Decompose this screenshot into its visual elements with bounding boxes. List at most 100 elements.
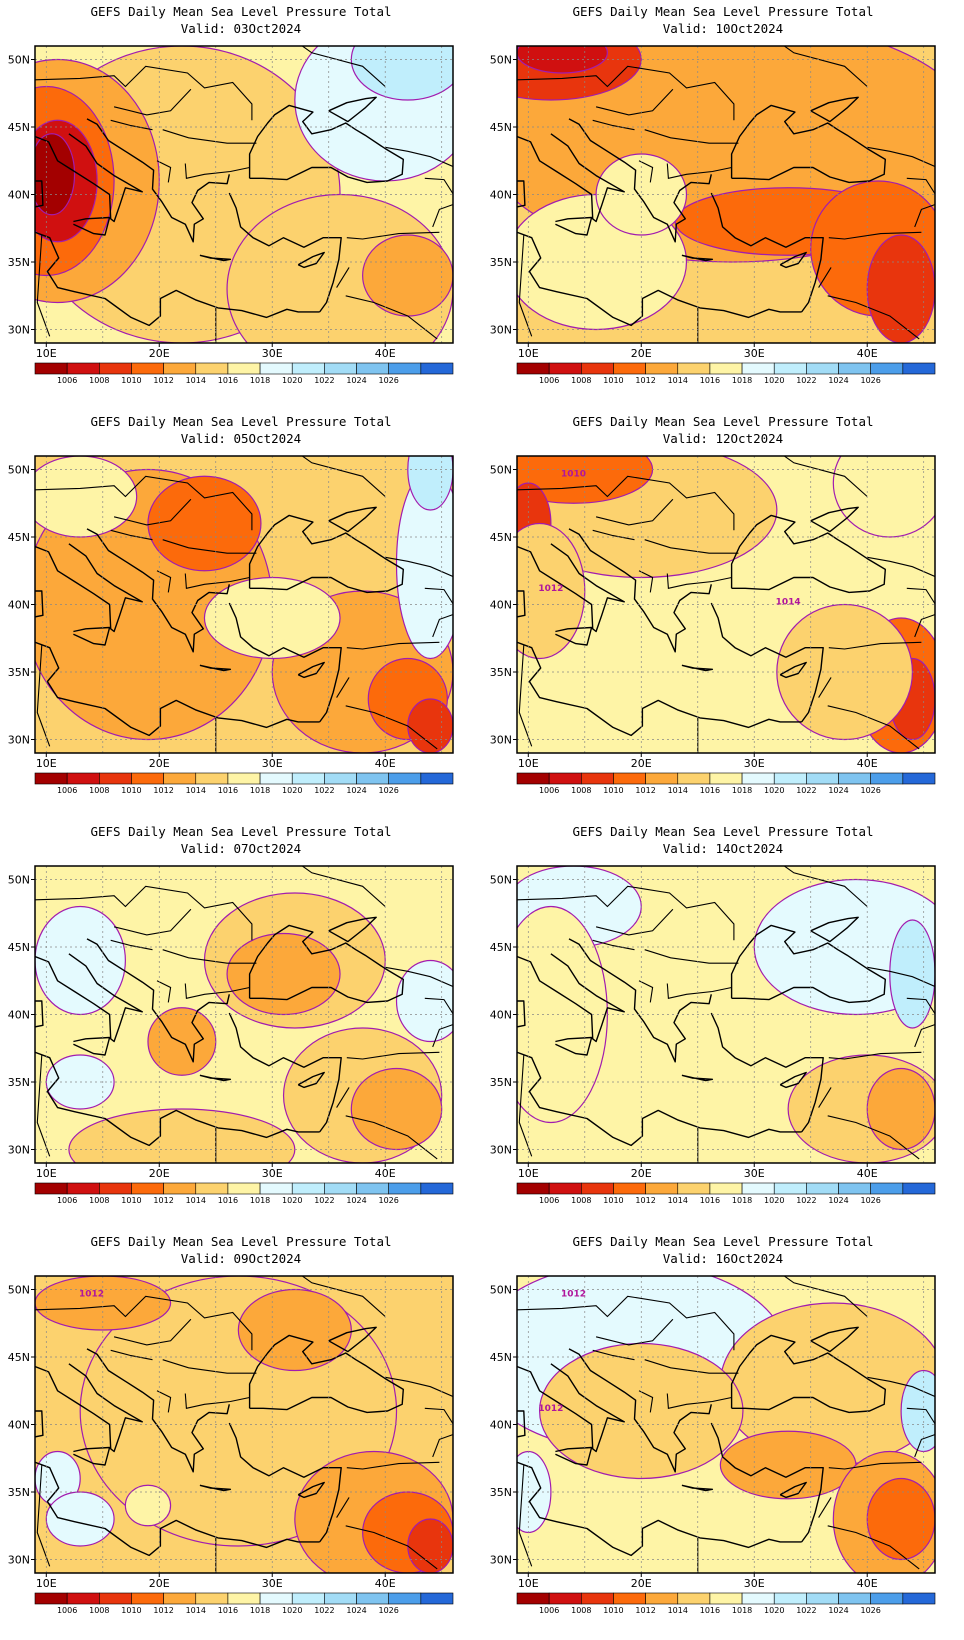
country-border — [36, 1464, 51, 1567]
lon-label: 40E — [857, 757, 878, 770]
color-bar: 1006 1008 1010 1012 1014 1016 1018 1020 1022 1024… — [34, 772, 454, 795]
coastline — [730, 924, 886, 1004]
panel-valid-date: Valid: 03Oct2024 — [180, 21, 302, 36]
color-bar-label: 1024 — [346, 786, 366, 795]
country-border — [518, 1054, 533, 1157]
color-bar-label: 1018 — [732, 376, 752, 385]
color-bar-swatch — [195, 1182, 229, 1195]
country-border — [638, 980, 654, 1003]
color-bar: 1006 1008 1010 1012 1014 1016 1018 1020 1022 1024… — [516, 772, 936, 795]
color-bar-swatch — [516, 1182, 550, 1195]
lon-label: 30E — [744, 757, 765, 770]
coastline — [568, 528, 712, 653]
color-bar-label: 1012 — [153, 1196, 173, 1205]
color-bar-label: 1014 — [668, 786, 688, 795]
country-border — [867, 1376, 935, 1398]
color-bar-swatch — [677, 1592, 711, 1605]
color-bar-swatch — [356, 772, 389, 785]
color-bar-swatch — [806, 1592, 839, 1605]
lat-label: 50N — [8, 464, 30, 477]
color-bar-label: 1012 — [635, 376, 655, 385]
pressure-field: 1012 — [35, 1276, 453, 1573]
country-border — [385, 146, 453, 168]
country-border — [644, 949, 739, 964]
color-bar-swatch — [709, 772, 743, 785]
color-bar-label: 1020 — [764, 786, 784, 795]
country-border — [113, 908, 192, 936]
color-bar-swatch — [356, 1182, 389, 1195]
color-bar-swatch — [870, 1592, 904, 1605]
country-border — [110, 119, 153, 131]
coastline — [297, 1481, 325, 1499]
coastline — [517, 641, 802, 737]
color-bar-swatch — [902, 1592, 936, 1605]
map-panel-09oct: GEFS Daily Mean Sea Level Pressure Total… — [0, 1230, 482, 1640]
country-border — [184, 163, 250, 179]
color-bar-label: 1006 — [539, 1196, 559, 1205]
lon-label: 30E — [262, 347, 283, 360]
color-bar-label: 1008 — [571, 1196, 591, 1205]
color-bar-label: 1020 — [764, 1196, 784, 1205]
country-border — [517, 475, 735, 531]
color-bar-swatch — [66, 1182, 100, 1195]
color-bar-swatch — [66, 362, 100, 375]
color-bar-swatch — [195, 1592, 229, 1605]
country-border — [783, 456, 868, 497]
coastline — [681, 1074, 714, 1082]
color-bar-swatch — [356, 362, 389, 375]
color-bar-label: 1026 — [379, 1606, 399, 1615]
country-border — [385, 966, 453, 988]
panel-title: GEFS Daily Mean Sea Level Pressure Total — [572, 1234, 874, 1249]
color-bar-swatch — [324, 1182, 357, 1195]
coastline — [199, 1074, 232, 1082]
color-bar-swatch — [291, 362, 325, 375]
lat-label: 35N — [8, 666, 30, 679]
coastline — [681, 1484, 714, 1492]
coastline — [73, 1036, 111, 1056]
country-border — [301, 46, 386, 87]
country-border — [595, 498, 674, 526]
coastline — [517, 590, 526, 618]
country-border — [184, 1393, 250, 1409]
color-bar-swatch — [806, 772, 839, 785]
lon-label: 10E — [518, 347, 539, 360]
country-border — [783, 1276, 868, 1317]
color-bar-swatch — [581, 1182, 614, 1195]
pressure-contour — [35, 133, 76, 216]
color-bar-label: 1022 — [796, 1606, 816, 1615]
coastline — [35, 1000, 44, 1028]
color-bar-label: 1006 — [539, 786, 559, 795]
color-bar-label: 1010 — [603, 1606, 623, 1615]
lat-label: 35N — [8, 256, 30, 269]
coastline — [555, 1446, 593, 1466]
color-bar-swatch — [645, 1182, 679, 1195]
color-bar-label: 1026 — [861, 1606, 881, 1615]
pressure-contour — [147, 475, 262, 572]
color-bar-label: 1020 — [764, 376, 784, 385]
coastline — [555, 1036, 593, 1056]
map-panel-16oct: GEFS Daily Mean Sea Level Pressure Total… — [482, 1230, 964, 1640]
color-bar-swatch — [741, 772, 775, 785]
coastline — [779, 661, 807, 679]
color-bar-label: 1026 — [379, 376, 399, 385]
color-bar-label: 1008 — [89, 786, 109, 795]
country-border — [638, 1390, 654, 1413]
color-bar-label: 1012 — [635, 1606, 655, 1615]
country-border — [301, 866, 386, 907]
coastline — [328, 916, 377, 943]
color-bar-label: 1026 — [861, 1196, 881, 1205]
coastline — [810, 1326, 859, 1353]
country-border — [592, 529, 635, 541]
country-border — [517, 885, 735, 941]
lat-label: 35N — [8, 1076, 30, 1089]
coastline — [934, 974, 935, 975]
lat-label: 40N — [490, 189, 512, 202]
lon-label: 40E — [375, 347, 396, 360]
panel-valid-date: Valid: 07Oct2024 — [180, 841, 302, 856]
lon-label: 30E — [744, 1167, 765, 1180]
color-bar-swatch — [324, 772, 357, 785]
lon-label: 20E — [149, 757, 170, 770]
lon-label: 40E — [375, 1167, 396, 1180]
color-bar-label: 1016 — [218, 786, 238, 795]
pressure-contour — [889, 919, 935, 1029]
